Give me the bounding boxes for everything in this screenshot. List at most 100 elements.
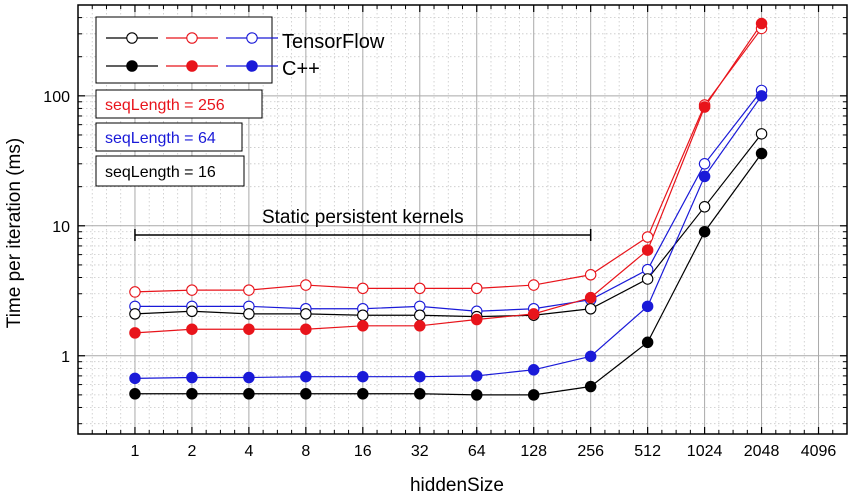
data-point-cpp-seq16 [186,388,198,400]
x-tick-label: 2 [187,443,196,460]
data-point-tensorflow-seq16 [414,309,426,321]
legend-frame [95,16,273,84]
data-point-cpp-seq256 [186,323,198,335]
series-lines [134,23,763,396]
series-line-tensorflow-seq16 [134,133,763,318]
data-point-tensorflow-seq256 [243,284,255,296]
legend-label-cpp: C++ [282,58,320,80]
data-point-tensorflow-seq16 [300,308,312,320]
data-point-tensorflow-seq256 [129,286,141,298]
y-tick-label: 10 [52,219,70,236]
data-point-cpp-seq16 [243,388,255,400]
data-point-cpp-seq256 [129,327,141,339]
legend-marker-sample [246,32,258,44]
legend-marker-sample [246,60,258,72]
data-point-cpp-seq64 [129,372,141,385]
data-point-cpp-seq64 [584,350,597,363]
data-point-cpp-seq16 [641,336,654,349]
data-point-tensorflow-seq64 [698,158,711,170]
series-markers [129,17,768,401]
grid [78,4,847,434]
data-point-cpp-seq256 [641,244,654,256]
legend-marker-sample [186,60,198,72]
data-point-tensorflow-seq256 [414,282,426,295]
data-point-cpp-seq256 [755,17,768,30]
data-point-cpp-seq64 [186,371,198,384]
series-line-tensorflow-seq256 [134,28,763,293]
seqlength-256-box [95,89,263,119]
x-tick-label: 4096 [801,443,837,460]
data-point-cpp-seq16 [357,388,369,400]
x-tick-label: 8 [301,443,310,460]
x-tick-label: 4 [244,443,253,460]
data-point-cpp-seq64 [755,90,768,102]
data-point-cpp-seq64 [414,370,426,383]
seqlength-16-box [95,155,245,187]
data-point-cpp-seq16 [584,380,597,393]
series-line-tensorflow-seq64 [134,90,763,312]
data-point-tensorflow-seq16 [755,128,768,140]
y-axis-title: Time per iteration (ms) [4,138,25,328]
data-point-cpp-seq256 [357,320,369,332]
data-point-cpp-seq16 [527,389,540,401]
data-point-tensorflow-seq256 [641,231,654,243]
data-point-tensorflow-seq16 [698,201,711,213]
data-point-cpp-seq64 [357,370,369,383]
axes: 1 2 4 8 16 32 64 128 256 512 1024 2048 4096 1 10 100 [43,4,848,460]
data-point-tensorflow-seq256 [470,282,483,295]
data-point-cpp-seq256 [243,323,255,335]
data-point-tensorflow-seq256 [584,269,597,281]
data-point-cpp-seq64 [698,170,711,183]
data-point-cpp-seq64 [243,371,255,384]
x-tick-label: 2048 [744,443,780,460]
data-point-cpp-seq16 [414,388,426,400]
data-point-tensorflow-seq16 [129,308,141,320]
seqlength-64-label: seqLength = 64 [105,130,216,147]
data-point-cpp-seq256 [584,291,597,304]
series-line-cpp-seq256 [134,23,763,334]
legend-marker-sample [186,32,198,44]
seq-length-boxes: seqLength = 256 seqLength = 64 seqLength… [95,89,263,187]
series-line-cpp-seq64 [134,95,763,379]
data-point-cpp-seq256 [300,323,312,335]
x-tick-label: 128 [520,443,547,460]
data-point-cpp-seq64 [641,300,654,313]
data-point-cpp-seq256 [527,308,540,320]
data-point-tensorflow-seq16 [641,273,654,285]
legend-marker-sample [126,60,138,72]
seqlength-64-box [95,122,243,152]
data-point-tensorflow-seq16 [357,309,369,321]
data-point-tensorflow-seq16 [584,302,597,315]
x-axis-title: hiddenSize [410,475,504,494]
data-point-cpp-seq64 [470,370,483,382]
x-tick-label: 16 [354,443,372,460]
data-point-cpp-seq256 [698,101,711,113]
data-point-tensorflow-seq256 [186,284,198,296]
y-tick-label: 100 [43,89,70,106]
x-tick-label: 256 [577,443,604,460]
y-tick-label: 1 [61,349,70,366]
data-point-cpp-seq16 [300,388,312,400]
data-point-tensorflow-seq16 [243,308,255,320]
x-tick-label: 1 [131,443,140,460]
seqlength-16-label: seqLength = 16 [105,164,216,181]
series-line-cpp-seq16 [134,153,763,396]
data-point-cpp-seq64 [527,364,540,376]
annotation-label: Static persistent kernels [262,207,464,228]
x-tick-label: 1024 [687,443,723,460]
data-point-cpp-seq16 [129,388,141,400]
data-point-tensorflow-seq256 [527,279,540,291]
data-point-cpp-seq16 [698,225,711,238]
data-point-tensorflow-seq256 [357,282,369,295]
x-tick-label: 512 [634,443,661,460]
data-point-tensorflow-seq16 [186,305,198,318]
data-point-cpp-seq256 [414,320,426,332]
static-kernels-annotation: Static persistent kernels [134,207,592,241]
data-point-cpp-seq16 [470,389,483,401]
seqlength-256-label: seqLength = 256 [105,97,225,114]
legend-label-tensorflow: TensorFlow [282,31,385,53]
legend-marker-sample [126,32,138,44]
x-tick-label: 32 [411,443,429,460]
data-point-cpp-seq16 [755,147,768,160]
